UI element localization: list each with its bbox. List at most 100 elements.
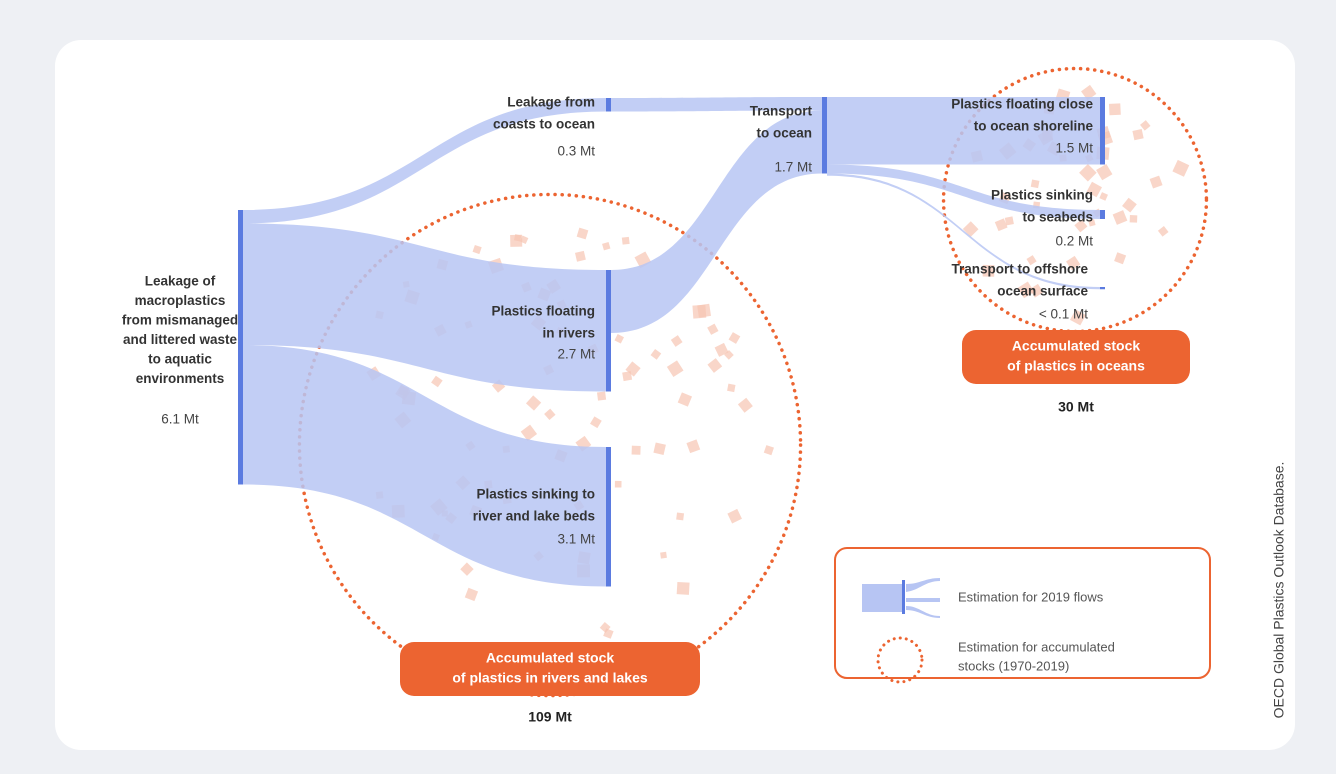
node-label: environments — [136, 371, 225, 386]
debris — [631, 445, 641, 455]
debris — [1030, 179, 1040, 189]
debris — [544, 408, 556, 421]
node-label: river and lake beds — [473, 509, 595, 524]
debris — [431, 375, 443, 388]
debris — [622, 371, 633, 382]
legend-icon — [862, 578, 940, 618]
flow — [827, 97, 1100, 165]
node-label: Plastics sinking to — [476, 487, 595, 502]
debris — [1108, 103, 1121, 116]
debris — [472, 244, 482, 255]
legend-label: Estimation for accumulated — [958, 639, 1115, 654]
debris — [614, 334, 624, 344]
node-value: 6.1 Mt — [161, 412, 199, 427]
debris — [737, 397, 753, 413]
debris — [692, 304, 707, 319]
debris — [1129, 215, 1138, 223]
node-value: 0.2 Mt — [1055, 234, 1093, 249]
debris — [727, 383, 736, 393]
flow — [611, 110, 822, 333]
node-label: macroplastics — [135, 293, 226, 308]
node-value: < 0.1 Mt — [1039, 307, 1088, 322]
debris — [460, 562, 474, 576]
node-label: to ocean — [756, 126, 812, 141]
node-value: 2.7 Mt — [557, 347, 595, 362]
legend-label: stocks (1970-2019) — [958, 658, 1069, 673]
debris — [1099, 192, 1108, 201]
flow — [611, 97, 822, 112]
flow — [243, 98, 606, 224]
debris — [614, 480, 622, 488]
node-label: Leakage from — [507, 95, 595, 110]
debris — [1004, 216, 1014, 226]
stock-badge — [400, 642, 700, 696]
debris — [714, 342, 729, 357]
stock-label: Accumulated stock — [486, 650, 615, 666]
debris — [982, 264, 995, 277]
flow — [827, 164, 1100, 219]
debris — [1070, 309, 1086, 326]
debris — [728, 332, 741, 344]
debris — [763, 445, 774, 456]
debris — [599, 621, 611, 633]
debris — [1074, 219, 1088, 233]
node-label: and littered waste — [123, 332, 238, 347]
flow — [243, 223, 606, 392]
debris — [1112, 210, 1128, 225]
node-label: to seabeds — [1022, 210, 1093, 225]
legend-flow — [862, 584, 902, 612]
legend-flow — [906, 598, 940, 602]
node-bar — [606, 447, 611, 587]
node-label: to ocean shoreline — [974, 119, 1094, 134]
legend-label: Estimation for 2019 flows — [958, 589, 1104, 604]
debris — [707, 323, 719, 335]
node-label: Transport to offshore — [951, 262, 1088, 277]
node-value: 0.3 Mt — [557, 144, 595, 159]
node-bar — [1100, 210, 1105, 219]
flow — [243, 345, 606, 587]
debris — [707, 358, 723, 373]
legend-flow — [906, 606, 940, 618]
source-note: OECD Global Plastics Outlook Database. — [1271, 462, 1287, 719]
node-label: Leakage of — [145, 274, 216, 289]
chart-layer: Accumulated stock of plastics in rivers a… — [122, 95, 1190, 725]
debris — [1096, 163, 1113, 181]
legend-node — [902, 580, 905, 614]
debris — [1017, 281, 1035, 299]
debris — [510, 234, 523, 247]
node-bar — [1100, 287, 1105, 290]
debris — [676, 581, 690, 595]
debris — [520, 424, 538, 442]
node-value: 3.1 Mt — [557, 532, 595, 547]
node-bar — [606, 98, 611, 112]
node-label: Transport — [750, 104, 813, 119]
stock-label: of plastics in rivers and lakes — [452, 670, 648, 686]
debris — [994, 218, 1008, 232]
debris — [602, 242, 611, 251]
stock-label: Accumulated stock — [1012, 338, 1141, 354]
debris — [677, 392, 693, 407]
debris — [1081, 84, 1097, 101]
legend-box — [834, 547, 1211, 679]
debris — [653, 442, 666, 455]
debris — [1086, 181, 1102, 198]
node-label: in rivers — [542, 326, 595, 341]
node-bar — [822, 97, 827, 174]
debris — [596, 391, 607, 401]
node-label: from mismanaged — [122, 313, 238, 328]
node-bar — [1100, 97, 1105, 165]
debris — [525, 395, 542, 411]
stock-value: 30 Mt — [1058, 399, 1094, 415]
debris — [1114, 252, 1127, 265]
debris — [1149, 175, 1163, 189]
debris — [1088, 219, 1096, 227]
legend-circle — [876, 636, 924, 684]
debris — [1140, 120, 1151, 131]
debris — [625, 361, 641, 377]
debris — [1172, 159, 1190, 177]
debris — [1066, 255, 1081, 271]
card — [55, 40, 1295, 750]
node-bar — [238, 210, 243, 485]
